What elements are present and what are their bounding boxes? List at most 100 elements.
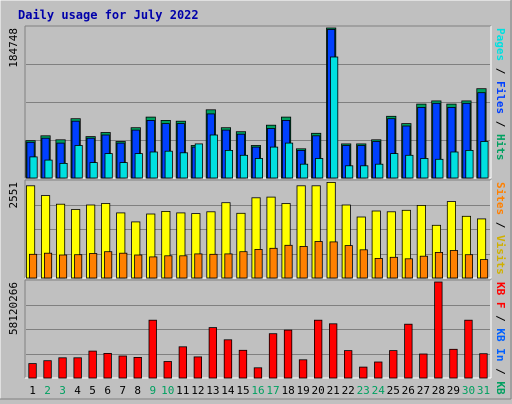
x-tick-label: 31 <box>477 384 490 397</box>
bar-sites <box>479 259 489 279</box>
bar-kbytes <box>178 346 188 379</box>
bar-sites <box>434 251 443 279</box>
bar-pages <box>59 162 68 179</box>
bar-pages <box>104 153 113 179</box>
x-tick-label: 7 <box>119 384 126 397</box>
x-tick-label: 16 <box>251 384 264 397</box>
bar-pages <box>239 154 249 179</box>
bar-kbytes <box>419 353 428 379</box>
x-tick-label: 22 <box>342 384 355 397</box>
bar-sites <box>239 251 248 279</box>
bar-pages <box>435 158 444 179</box>
x-tick-label: 27 <box>417 384 430 397</box>
bar-pages <box>345 165 354 179</box>
panel-hits-files-pages <box>24 25 492 179</box>
bar-sites <box>404 258 413 279</box>
x-tick-label: 28 <box>432 384 445 397</box>
y-max-label: 58120266 <box>7 282 20 335</box>
bar-kbytes <box>103 352 112 379</box>
legend-entry: KB F <box>494 282 507 309</box>
bar-pages <box>29 156 38 179</box>
bar-kbytes <box>313 319 323 379</box>
legend-entry: KB Out <box>494 381 507 400</box>
bar-sites <box>209 253 218 279</box>
bar-kbytes <box>238 349 248 379</box>
bar-sites <box>329 241 338 279</box>
legend-entry: / <box>494 61 507 81</box>
x-tick-label: 4 <box>74 384 81 397</box>
bar-kbytes <box>148 319 157 379</box>
bar-kbytes <box>58 357 67 379</box>
panel-kbytes <box>24 279 492 379</box>
bar-pages <box>405 154 414 179</box>
x-tick-label: 20 <box>311 384 324 397</box>
x-tick-label: 29 <box>447 384 460 397</box>
bar-pages <box>360 165 369 179</box>
legend-entry: Pages <box>494 28 507 61</box>
x-tick-label: 9 <box>149 384 156 397</box>
bar-kbytes <box>208 327 218 379</box>
bar-pages <box>420 158 429 179</box>
bar-kbytes <box>449 348 458 379</box>
bar-sites <box>28 253 38 279</box>
x-tick-label: 6 <box>104 384 111 397</box>
bar-pages <box>450 151 459 179</box>
bar-pages <box>224 149 234 179</box>
x-tick-label: 11 <box>176 384 189 397</box>
legend-entry: / <box>494 215 507 235</box>
bar-pages <box>299 163 309 179</box>
bar-kbytes <box>43 360 52 379</box>
bar-kbytes <box>283 329 293 379</box>
x-tick-label: 15 <box>236 384 249 397</box>
x-tick-label: 5 <box>89 384 96 397</box>
x-tick-label: 21 <box>327 384 340 397</box>
bar-pages <box>74 145 83 179</box>
bar-kbytes <box>193 356 203 379</box>
x-tick-label: 13 <box>206 384 219 397</box>
bar-kbytes <box>253 367 263 379</box>
bar-pages <box>465 149 474 179</box>
legend-hits-files-pages: Pages / Files / Hits <box>494 28 507 161</box>
bar-sites <box>119 252 128 279</box>
bar-kbytes <box>73 357 82 379</box>
bar-pages <box>390 153 399 179</box>
chart-title: Daily usage for July 2022 <box>18 8 199 22</box>
bar-pages <box>149 151 158 179</box>
legend-entry: Visits <box>494 235 507 275</box>
bar-pages <box>164 150 173 179</box>
legend-kbytes: KB F / KB In / KB Out <box>494 282 507 400</box>
bar-kbytes <box>223 339 233 379</box>
bar-pages <box>330 56 339 179</box>
panel-visits-sites <box>24 179 492 279</box>
bar-sites <box>59 254 68 279</box>
legend-entry: Hits <box>494 134 507 161</box>
x-tick-label: 25 <box>387 384 400 397</box>
bar-pages <box>119 162 128 179</box>
bar-kbytes <box>359 366 368 379</box>
x-tick-label: 2 <box>44 384 51 397</box>
x-tick-label: 23 <box>357 384 370 397</box>
bar-sites <box>194 253 203 279</box>
bar-sites <box>269 247 278 279</box>
bar-kbytes <box>374 361 383 379</box>
bar-kbytes <box>404 323 413 379</box>
bar-sites <box>134 254 143 279</box>
bar-sites <box>449 250 458 279</box>
bar-sites <box>224 253 233 279</box>
bar-sites <box>284 244 293 279</box>
bar-kbytes <box>389 350 398 379</box>
bar-sites <box>89 253 98 279</box>
bar-pages <box>254 158 264 179</box>
bar-kbytes <box>434 281 443 379</box>
bar-kbytes <box>88 350 97 379</box>
bar-kbytes <box>328 323 338 379</box>
bar-pages <box>209 134 218 179</box>
x-tick-label: 8 <box>134 384 141 397</box>
bar-pages <box>194 143 203 179</box>
y-max-label: 184748 <box>7 28 20 68</box>
bar-sites <box>299 245 308 279</box>
bar-sites <box>44 252 53 279</box>
bar-sites <box>179 255 188 279</box>
bar-kbytes <box>268 333 278 379</box>
